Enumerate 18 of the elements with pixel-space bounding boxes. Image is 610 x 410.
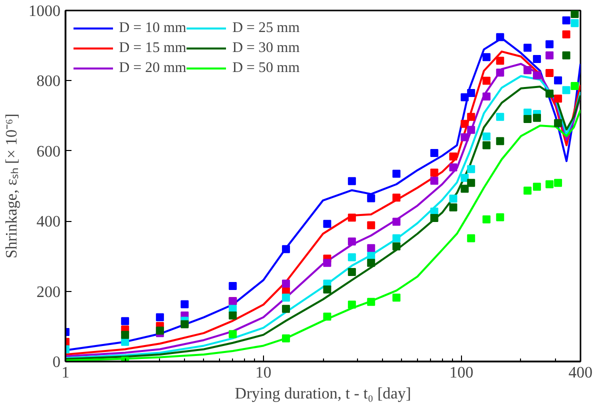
y-tick-label: 400 [36, 214, 60, 231]
y-tick-label: 1000 [28, 3, 60, 20]
x-tick-label: 10 [255, 364, 272, 382]
legend-label: D = 25 mm [232, 20, 300, 36]
y-tick-label: 600 [36, 143, 60, 160]
x-tick-label: 400 [568, 364, 592, 382]
y-axis-title: Shrinkage, εₛₕ [× 10⁻⁶] [4, 114, 20, 258]
legend-label: D = 10 mm [119, 20, 186, 36]
y-tick-label: 0 [52, 354, 60, 371]
y-tick-label: 800 [36, 73, 60, 90]
legend-label: D = 15 mm [119, 40, 186, 56]
legend-label: D = 50 mm [232, 60, 300, 76]
y-tick-label: 200 [36, 284, 60, 301]
legend-label: D = 20 mm [119, 60, 186, 76]
legend-label: D = 30 mm [232, 40, 300, 56]
x-axis-title: Drying duration, t - t₀ [day] [234, 386, 412, 402]
x-tick-label: 100 [449, 364, 474, 382]
x-tick-label: 1 [62, 364, 70, 382]
